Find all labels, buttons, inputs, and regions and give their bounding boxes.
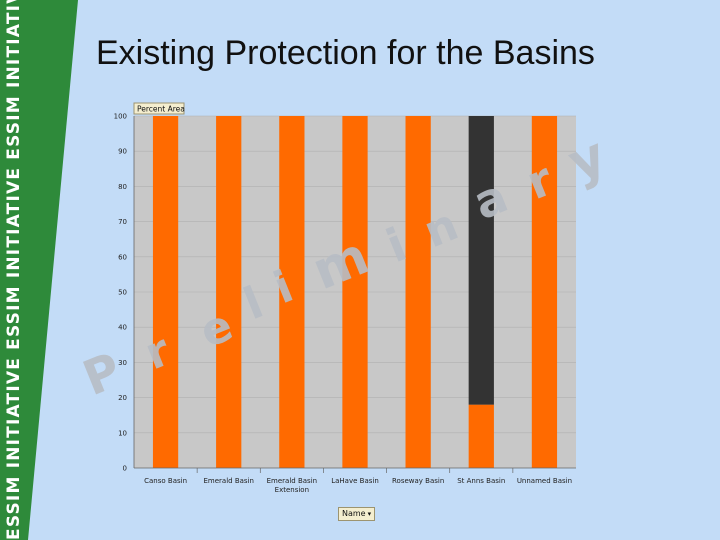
bar bbox=[342, 116, 368, 468]
bar bbox=[531, 116, 558, 468]
x-category-label: Canso Basin bbox=[144, 477, 187, 485]
slide-title: Existing Protection for the Basins bbox=[96, 34, 595, 72]
y-tick-label: 80 bbox=[118, 183, 127, 191]
chevron-down-icon: ▾ bbox=[367, 510, 372, 518]
y-tick-label: 50 bbox=[118, 289, 127, 297]
bar bbox=[405, 116, 431, 468]
y-tick-label: 40 bbox=[118, 324, 127, 332]
bar bbox=[216, 116, 242, 468]
bar bbox=[152, 116, 179, 468]
y-tick-label: 30 bbox=[118, 359, 127, 367]
bar bbox=[468, 404, 494, 468]
x-category-label: Extension bbox=[275, 486, 309, 494]
x-category-label: Emerald Basin bbox=[267, 477, 317, 485]
y-tick-label: 0 bbox=[123, 465, 127, 473]
labels: Percent Area Canso Basin Emerald Basin Eme… bbox=[133, 102, 572, 494]
y-tick-label: 100 bbox=[114, 113, 127, 121]
y-tick-label: 60 bbox=[118, 253, 127, 261]
x-category-label: Emerald Basin bbox=[203, 477, 253, 485]
x-category-label: Roseway Basin bbox=[392, 477, 444, 485]
x-category-label: Unnamed Basin bbox=[517, 477, 572, 485]
axes: 0 10 20 30 40 50 60 70 80 90 100 bbox=[114, 113, 576, 473]
field-label-box bbox=[133, 102, 185, 115]
x-category-label: LaHave Basin bbox=[331, 477, 379, 485]
field-label: Percent Area bbox=[137, 105, 185, 114]
bars bbox=[152, 116, 558, 468]
y-tick-label: 20 bbox=[118, 394, 127, 402]
y-tick-label: 10 bbox=[118, 429, 127, 437]
x-category-label: St Anns Basin bbox=[457, 477, 505, 485]
y-tick-label: 70 bbox=[118, 218, 127, 226]
name-field-label: Name bbox=[342, 509, 366, 518]
y-tick-label: 90 bbox=[118, 148, 127, 156]
name-field-button[interactable]: Name ▾ bbox=[338, 507, 376, 521]
sidebar-band bbox=[0, 0, 78, 540]
bar bbox=[279, 116, 305, 468]
bar bbox=[468, 116, 494, 405]
